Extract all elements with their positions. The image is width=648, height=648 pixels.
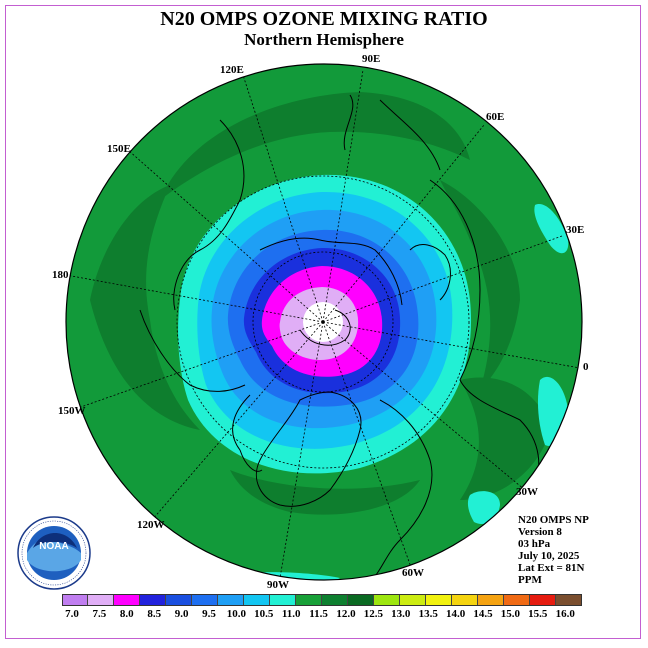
colorbar-segment: [140, 594, 166, 606]
colorbar-tick-label: 7.0: [65, 608, 79, 620]
colorbar-tick-label: 15.0: [500, 608, 521, 620]
colorbar-tick-label: 9.0: [174, 608, 189, 620]
image-frame: [5, 5, 641, 639]
colorbar-tick-label: 13.0: [391, 608, 411, 620]
info-product: N20 OMPS NP: [518, 514, 589, 526]
lon-label-120e: 120E: [220, 64, 244, 76]
map-boundary: [65, 63, 583, 581]
colorbar-tick-label: 8.5: [147, 608, 162, 620]
info-date: July 10, 2025: [518, 550, 580, 562]
info-pressure: 03 hPa: [518, 538, 551, 550]
colorbar-tick-label: 9.5: [202, 608, 216, 620]
colorbar-tick-label: 14.0: [445, 608, 466, 620]
info-units: PPM: [518, 574, 542, 586]
lon-label-90e: 90E: [362, 53, 380, 65]
colorbar-segment: [192, 594, 218, 606]
colorbar-segment: [62, 594, 88, 606]
colorbar-segment: [400, 594, 426, 606]
lon-label-30e: 30E: [566, 224, 584, 236]
colorbar-segment: [88, 594, 114, 606]
colorbar-tick-label: 12.5: [363, 608, 384, 620]
info-lat-ext: Lat Ext = 81N: [518, 562, 585, 574]
colorbar-segment: [374, 594, 400, 606]
colorbar-segment: [530, 594, 556, 606]
map-subtitle: Northern Hemisphere: [244, 30, 404, 49]
colorbar-segment: [556, 594, 582, 606]
colorbar-segment: [452, 594, 478, 606]
lon-label-0: 0: [583, 361, 589, 373]
colorbar-segment: [114, 594, 140, 606]
noaa-logo-text: NOAA: [39, 541, 68, 552]
lon-label-60e: 60E: [486, 111, 504, 123]
ozone-field: [66, 64, 582, 580]
colorbar-segment: [426, 594, 452, 606]
colorbar-tick-label: 14.5: [473, 608, 493, 620]
colorbar-tick-label: 8.0: [119, 608, 134, 620]
colorbar-segment: [322, 594, 348, 606]
colorbar-segment: [504, 594, 530, 606]
colorbar-segment: [478, 594, 504, 606]
lon-label-150w: 150W: [58, 405, 86, 417]
colorbar-segment: [244, 594, 270, 606]
colorbar-tick-label: 10.0: [226, 608, 247, 620]
lon-label-150e: 150E: [107, 143, 131, 155]
colorbar-segment: [348, 594, 374, 606]
info-version: Version 8: [518, 526, 562, 538]
lon-label-180: 180: [52, 269, 69, 281]
map-title: N20 OMPS OZONE MIXING RATIO: [160, 8, 488, 30]
colorbar-tick-label: 12.0: [336, 608, 356, 620]
colorbar-segment: [166, 594, 192, 606]
colorbar-tick-label: 15.5: [528, 608, 548, 620]
colorbar-tick-label: 11.0: [281, 608, 301, 620]
lon-label-120w: 120W: [137, 519, 165, 531]
colorbar-tick-label: 11.5: [309, 608, 328, 620]
lon-label-60w: 60W: [402, 567, 424, 579]
colorbar-segment: [296, 594, 322, 606]
colorbar-segment: [218, 594, 244, 606]
lon-label-30w: 30W: [516, 486, 538, 498]
graticule: [66, 69, 581, 579]
colorbar-tick-label: 10.5: [254, 608, 274, 620]
colorbar: [62, 594, 582, 606]
colorbar-segment: [270, 594, 296, 606]
colorbar-tick-label: 13.5: [418, 608, 438, 620]
noaa-logo: NOAA: [17, 516, 91, 590]
colorbar-tick-label: 7.5: [92, 608, 107, 620]
lon-label-90w: 90W: [267, 579, 289, 591]
colorbar-tick-label: 16.0: [555, 608, 575, 620]
colorbar-border: [62, 594, 582, 606]
